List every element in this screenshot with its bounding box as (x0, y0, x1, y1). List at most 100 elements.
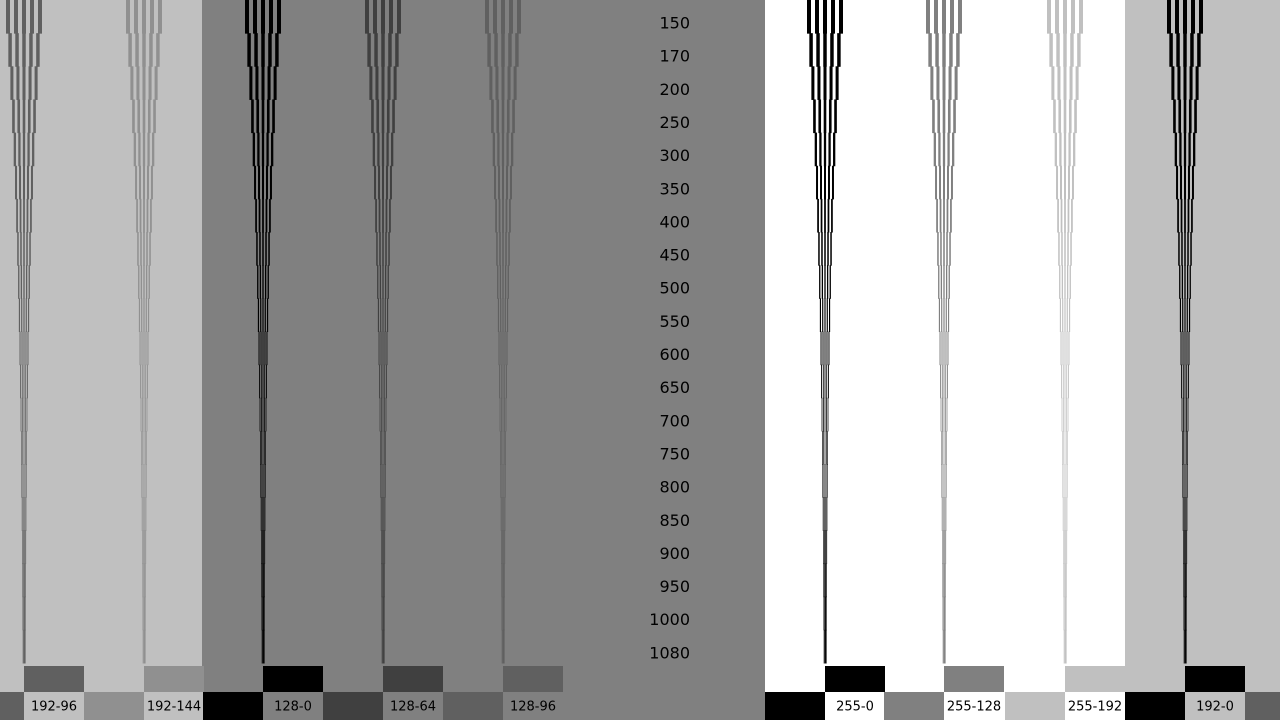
wedge-stripe (1062, 497, 1064, 531)
wedge-stripe (1183, 464, 1185, 498)
wedge-stripe (143, 596, 145, 631)
wedge-stripe (387, 66, 391, 100)
wedge-stripe (145, 563, 146, 598)
wedge-stripe (943, 629, 945, 664)
wedge-stripe (395, 33, 399, 67)
wedge-stripe (1179, 265, 1181, 299)
wedge-stripe (837, 33, 841, 67)
label-box (263, 692, 323, 720)
wedge-stripe (258, 331, 260, 366)
wedge-stripe (262, 232, 264, 266)
wedge-stripe (926, 0, 930, 34)
resolution-label: 850 (659, 511, 690, 530)
wedge-stripe (943, 497, 945, 531)
wedge-stripe (258, 198, 261, 233)
wedge-stripe (8, 33, 12, 67)
wedge-stripe (262, 530, 264, 565)
wedge-stripe (818, 99, 822, 134)
wedge-stripe (133, 132, 136, 167)
wedge-stripe (508, 232, 510, 266)
wedge-stripe (272, 99, 275, 134)
wedge-stripe (824, 265, 826, 299)
wedge-stripe (1062, 298, 1064, 332)
swatch (1065, 666, 1125, 692)
wedge-stripe (1187, 165, 1190, 200)
wedge-stripe (1063, 0, 1067, 34)
wedge-stripe (822, 331, 824, 366)
wedge-stripe (384, 397, 385, 432)
wedge-stripe (823, 0, 827, 34)
bottom-block (84, 692, 144, 720)
wedge-stripe (1073, 132, 1076, 167)
wedge-stripe (22, 132, 26, 167)
wedge-stripe (1056, 165, 1059, 200)
wedge-stripe (1054, 132, 1057, 167)
resolution-label: 1000 (649, 610, 690, 629)
wedge-stripe (144, 464, 146, 498)
wedge-stripe (17, 99, 21, 134)
wedge-stripe (834, 99, 837, 134)
wedge-stripe (1065, 464, 1067, 498)
wedge-stripe (380, 430, 381, 465)
wedge-stripe (1183, 99, 1187, 134)
wedge-stripe (149, 33, 153, 67)
wedge-stripe (261, 397, 262, 432)
wedge-stripe (136, 198, 138, 233)
wedge-stripe (1071, 0, 1075, 34)
wedge-stripe (1184, 165, 1186, 200)
wedge-stripe (1068, 132, 1071, 167)
wedge-stripe (1064, 265, 1066, 299)
wedge-stripe (1071, 198, 1073, 233)
wedge-stripe (385, 397, 387, 432)
wedge-stripe (262, 165, 264, 200)
wedge-stripe (1061, 397, 1063, 432)
wedge-stripe (1070, 232, 1072, 266)
level-label: 255-128 (947, 700, 1001, 715)
wedge-stripe (21, 298, 23, 332)
wedge-stripe (26, 397, 28, 432)
wedge-stripe (930, 66, 934, 100)
wedge-stripe (1061, 364, 1062, 399)
wedge-stripe (1066, 364, 1068, 399)
wedge-stripe (505, 165, 508, 200)
wedge-stripe (815, 0, 819, 34)
wedge-stripe (1178, 232, 1180, 266)
wedge-stripe (945, 265, 948, 299)
wedge-stripe (825, 629, 827, 664)
label-box (144, 692, 204, 720)
wedge-stripe (372, 132, 375, 167)
wedge-stripe (1063, 497, 1065, 531)
wedge-stripe (942, 530, 943, 565)
wedge-stripe (944, 430, 946, 465)
wedge-stripe (827, 397, 829, 432)
wedge-stripe (381, 397, 382, 432)
wedge-stripe (1065, 629, 1067, 664)
wedge-stripe (1182, 497, 1184, 531)
wedge-stripe (504, 596, 505, 631)
wedge-stripe (502, 198, 504, 233)
wedge-stripe (1064, 232, 1066, 266)
wedge-stripe (1184, 397, 1186, 432)
wedge-stripe (145, 331, 147, 366)
resolution-label: 800 (659, 478, 690, 497)
wedge-stripe (830, 33, 834, 67)
wedge-stripe (32, 132, 35, 167)
wedge-stripe (943, 530, 945, 565)
wedge-stripe (827, 430, 828, 465)
wedge-stripe (1185, 563, 1187, 598)
wedge-stripe (505, 397, 507, 432)
wedge-stripe (277, 0, 281, 34)
wedge-stripe (386, 99, 390, 134)
wedge-stripe (943, 629, 944, 664)
wedge-stripe (269, 165, 272, 200)
wedge-stripe (823, 530, 825, 565)
wedge-stripe (380, 464, 382, 498)
wedge-stripe (501, 33, 505, 67)
swatch (1185, 666, 1245, 692)
wedge-stripe (816, 165, 819, 200)
wedge-stripe (383, 497, 385, 531)
resolution-label: 350 (659, 179, 690, 198)
wedge-stripe (502, 530, 504, 565)
wedge-stripe (254, 33, 258, 67)
wedge-stripe (23, 596, 25, 631)
